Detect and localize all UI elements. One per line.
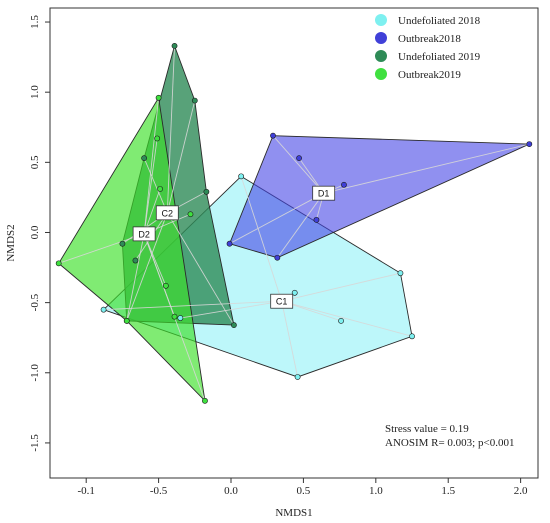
centroid-label-box [312,185,336,201]
spider-line [143,97,160,234]
data-point [296,155,302,162]
legend-marker [375,32,387,44]
legend-marker [375,50,387,62]
data-point [231,322,237,328]
centroid-label-box [270,293,294,309]
legend-marker [375,14,387,26]
spider-line [143,157,168,214]
y-tick-label: -1.0 [29,364,41,382]
spider-line [58,233,145,264]
data-point [123,317,130,324]
spider-line [143,233,175,317]
spider-line [126,233,145,321]
x-tick-label: 1.0 [369,485,383,497]
data-point [270,132,276,139]
data-point [338,317,344,324]
y-tick-label: 0.5 [29,155,41,169]
plot-area: C1 D1 C2 D2 [55,42,533,404]
y-tick-label: -1.5 [29,434,41,452]
data-point [162,282,169,289]
data-point [141,155,148,162]
legend-label: Undefoliated 2018 [398,15,481,27]
x-axis-label: NMDS1 [275,507,312,519]
spider-line [166,45,175,213]
data-point [119,240,126,247]
legend: Undefoliated 2018 Outbreak2018 Undefoliate… [375,14,481,81]
data-point [154,135,161,142]
spider-line [240,176,283,302]
stress-value-annotation: Stress value = 0.19 [385,423,469,435]
y-axis: -1.5 -1.0 -0.5 0.0 0.5 1.0 1.5 [29,15,50,452]
data-point [191,97,198,104]
data-point [177,315,184,321]
x-tick-label: 0.0 [224,485,238,497]
data-point [274,254,281,261]
data-point [526,141,533,147]
y-tick-label: 1.0 [29,85,41,99]
data-point [397,270,404,277]
data-point [226,240,233,247]
spider-line [166,212,235,326]
spider-line [276,192,325,258]
legend-marker [375,68,387,80]
spider-line [281,300,413,337]
y-tick-label: -0.5 [29,293,41,311]
data-point [171,42,178,49]
spider-line [180,300,282,319]
centroid-label: C1 [276,297,288,307]
data-point [294,374,301,380]
hull-polygon [228,135,530,259]
spider-line [143,138,158,234]
x-tick-label: 2.0 [514,485,528,497]
x-tick-label: 1.5 [441,485,455,497]
centroid-label-box [132,226,156,242]
data-point [155,94,162,101]
data-point [55,260,62,267]
x-tick-label: -0.1 [77,485,94,497]
data-point [202,397,208,404]
spider-line [229,192,324,245]
centroid-label: D1 [318,189,330,199]
data-point [157,186,163,192]
centroid-label-box [155,205,179,221]
y-tick-label: 0.0 [29,225,41,239]
centroid-label: C2 [162,208,174,218]
data-point [171,313,178,320]
spider-line [281,301,299,378]
legend-label: Undefoliated 2019 [398,51,481,63]
spider-line [126,212,168,322]
data-point [409,333,415,340]
data-point [100,306,107,313]
data-point [341,181,347,188]
spider-line [323,143,530,194]
data-point [132,257,139,264]
y-tick-label: 1.5 [29,15,41,29]
x-tick-label: -0.5 [150,485,168,497]
data-point [187,211,194,218]
spider-line [166,100,196,213]
legend-label: Outbreak2019 [398,69,461,81]
data-point [313,216,320,223]
legend-label: Outbreak2018 [398,33,461,45]
data-point [203,188,210,195]
data-point [291,289,298,296]
spider-line [103,300,282,311]
anosim-annotation: ANOSIM R= 0.003; p<0.001 [385,437,514,449]
x-tick-label: 0.5 [297,485,311,497]
centroid-label: D2 [138,229,150,239]
x-axis: -0.1 -0.5 0.0 0.5 1.0 1.5 2.0 [77,478,528,497]
y-axis-label: NMDS2 [5,224,17,261]
plot-frame [49,7,539,479]
data-point [238,173,245,180]
spider-line [281,272,401,302]
spider-line [143,188,161,235]
spider-line [272,135,325,194]
